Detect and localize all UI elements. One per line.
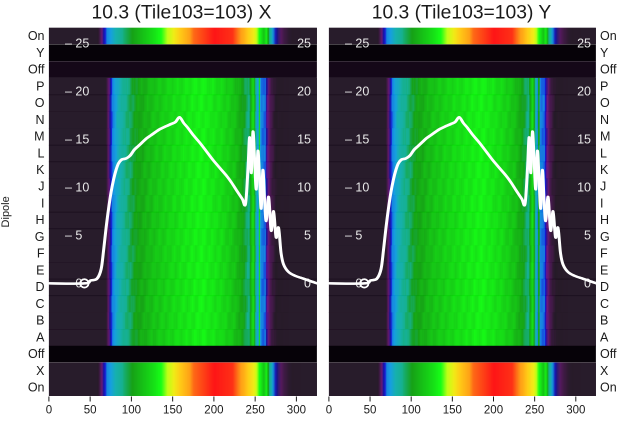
svg-text:A: A xyxy=(600,330,609,344)
svg-text:X: X xyxy=(36,364,45,378)
svg-text:N: N xyxy=(600,113,609,127)
svg-text:15: 15 xyxy=(577,132,591,146)
svg-text:– 20: – 20 xyxy=(345,84,369,98)
svg-text:Off: Off xyxy=(28,63,45,77)
svg-text:C: C xyxy=(35,297,44,311)
svg-text:D: D xyxy=(600,280,609,294)
svg-text:M: M xyxy=(34,130,44,144)
svg-text:10: 10 xyxy=(297,180,311,194)
svg-text:150: 150 xyxy=(163,405,182,417)
svg-text:10.3 (Tile103=103) Y: 10.3 (Tile103=103) Y xyxy=(372,3,552,24)
svg-text:Y: Y xyxy=(600,46,609,60)
svg-text:100: 100 xyxy=(402,405,421,417)
svg-text:250: 250 xyxy=(525,405,544,417)
svg-text:D: D xyxy=(35,280,44,294)
svg-text:I: I xyxy=(41,196,44,210)
svg-text:0: 0 xyxy=(326,405,332,417)
svg-text:J: J xyxy=(600,180,606,194)
svg-text:250: 250 xyxy=(246,405,265,417)
svg-text:50: 50 xyxy=(364,405,377,417)
svg-text:X: X xyxy=(600,364,609,378)
svg-text:– 5: – 5 xyxy=(65,229,82,243)
svg-text:F: F xyxy=(600,247,608,261)
svg-text:B: B xyxy=(36,314,44,328)
svg-text:10: 10 xyxy=(577,180,591,194)
svg-text:0: 0 xyxy=(46,405,52,417)
svg-text:P: P xyxy=(600,79,608,93)
svg-text:I: I xyxy=(600,196,603,210)
svg-text:300: 300 xyxy=(287,405,306,417)
svg-text:Y: Y xyxy=(36,46,45,60)
svg-text:25: 25 xyxy=(577,36,591,50)
svg-text:H: H xyxy=(600,213,609,227)
svg-text:10.3 (Tile103=103) X: 10.3 (Tile103=103) X xyxy=(92,3,272,24)
svg-text:C: C xyxy=(600,297,609,311)
svg-text:300: 300 xyxy=(566,405,585,417)
svg-text:200: 200 xyxy=(204,405,223,417)
svg-text:P: P xyxy=(36,79,44,93)
svg-text:J: J xyxy=(38,180,44,194)
svg-text:200: 200 xyxy=(484,405,503,417)
svg-text:5: 5 xyxy=(584,229,591,243)
svg-text:20: 20 xyxy=(297,84,311,98)
svg-text:100: 100 xyxy=(122,405,141,417)
svg-text:M: M xyxy=(600,130,610,144)
svg-text:H: H xyxy=(35,213,44,227)
svg-text:On: On xyxy=(28,381,45,395)
svg-text:15: 15 xyxy=(297,132,311,146)
svg-text:L: L xyxy=(600,146,607,160)
svg-text:– 25: – 25 xyxy=(65,36,89,50)
svg-text:L: L xyxy=(38,146,45,160)
svg-text:On: On xyxy=(28,29,45,43)
svg-text:B: B xyxy=(600,314,608,328)
svg-text:G: G xyxy=(35,230,45,244)
svg-text:On: On xyxy=(600,29,617,43)
svg-text:– 15: – 15 xyxy=(345,132,369,146)
svg-text:O: O xyxy=(600,96,610,110)
svg-text:5: 5 xyxy=(304,229,311,243)
svg-text:– 25: – 25 xyxy=(345,36,369,50)
svg-text:Off: Off xyxy=(600,63,617,77)
svg-text:– 15: – 15 xyxy=(65,132,89,146)
svg-text:E: E xyxy=(600,263,608,277)
svg-text:25: 25 xyxy=(297,36,311,50)
svg-text:– 10: – 10 xyxy=(345,180,369,194)
svg-text:Dipole: Dipole xyxy=(0,196,12,227)
svg-text:– 5: – 5 xyxy=(345,229,362,243)
svg-text:On: On xyxy=(600,381,617,395)
svg-text:K: K xyxy=(36,163,45,177)
svg-text:150: 150 xyxy=(443,405,462,417)
svg-text:A: A xyxy=(36,330,45,344)
svg-text:O: O xyxy=(35,96,45,110)
svg-text:K: K xyxy=(600,163,609,177)
svg-text:Off: Off xyxy=(28,347,45,361)
svg-text:F: F xyxy=(37,247,45,261)
svg-text:– 20: – 20 xyxy=(65,84,89,98)
svg-text:50: 50 xyxy=(84,405,97,417)
svg-text:Off: Off xyxy=(600,347,617,361)
svg-text:– 10: – 10 xyxy=(65,180,89,194)
svg-text:N: N xyxy=(35,113,44,127)
svg-text:G: G xyxy=(600,230,610,244)
svg-text:E: E xyxy=(36,263,44,277)
svg-text:20: 20 xyxy=(577,84,591,98)
